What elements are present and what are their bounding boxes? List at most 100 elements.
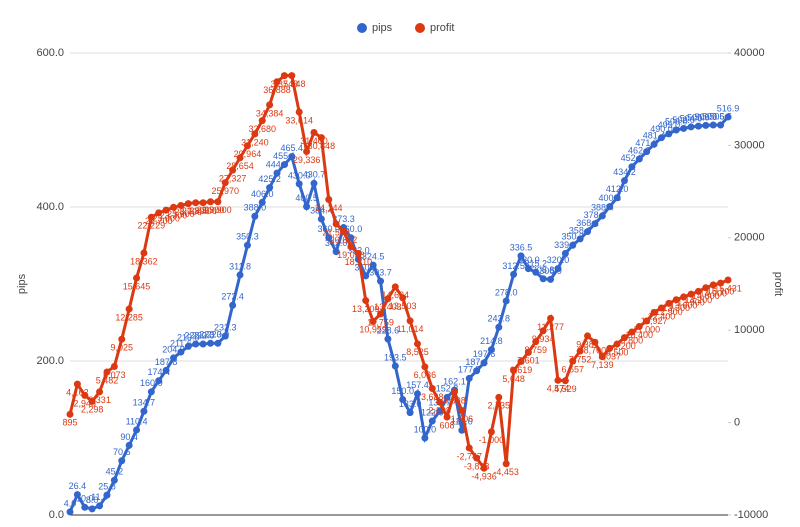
data-label: 9,800 bbox=[621, 335, 644, 345]
data-label: -1,000 bbox=[479, 435, 505, 445]
data-label: 14,200 bbox=[685, 295, 713, 305]
data-point bbox=[303, 148, 311, 156]
data-label: 6,619 bbox=[510, 365, 533, 375]
data-label: 13,503 bbox=[389, 301, 417, 311]
data-point bbox=[280, 72, 288, 80]
data-label: 430.7 bbox=[303, 170, 326, 180]
data-label: 174.4 bbox=[147, 367, 170, 377]
data-point bbox=[391, 362, 399, 370]
data-point bbox=[317, 215, 325, 223]
data-point bbox=[495, 323, 503, 331]
data-point bbox=[554, 265, 562, 273]
data-label: 157.4 bbox=[406, 380, 429, 390]
data-point bbox=[266, 101, 274, 109]
data-label: 70.5 bbox=[113, 447, 131, 457]
data-point bbox=[665, 130, 673, 138]
data-point bbox=[436, 407, 444, 415]
data-label: 462.3 bbox=[628, 145, 651, 155]
data-point bbox=[510, 366, 518, 374]
data-label: 350.3 bbox=[561, 232, 584, 242]
data-point bbox=[214, 198, 222, 206]
data-label: 4,162 bbox=[66, 388, 89, 398]
data-label: 13,900 bbox=[677, 298, 705, 308]
data-point bbox=[170, 203, 178, 211]
data-point bbox=[88, 505, 96, 513]
data-label: 23,900 bbox=[204, 205, 232, 215]
data-point bbox=[310, 128, 318, 136]
data-point bbox=[81, 503, 89, 511]
data-point bbox=[450, 388, 458, 396]
data-point bbox=[221, 332, 229, 340]
data-label: 22,700 bbox=[145, 216, 173, 226]
data-label: 358.6 bbox=[569, 225, 592, 235]
data-point bbox=[694, 287, 702, 295]
data-point bbox=[598, 353, 606, 361]
data-point bbox=[680, 293, 688, 301]
data-label: 384.4 bbox=[310, 205, 333, 215]
data-point bbox=[547, 314, 555, 322]
data-label: 310.5 bbox=[354, 262, 377, 272]
data-point bbox=[266, 184, 274, 192]
data-point bbox=[317, 134, 325, 142]
data-point bbox=[377, 310, 385, 318]
data-point bbox=[657, 304, 665, 312]
data-point bbox=[709, 281, 717, 289]
data-label: 5,648 bbox=[502, 374, 525, 384]
data-point bbox=[620, 334, 628, 342]
data-label: 14,600 bbox=[692, 291, 720, 301]
data-label: 187.3 bbox=[465, 357, 488, 367]
y-tick-label: 200.0 bbox=[36, 355, 64, 367]
data-point bbox=[421, 363, 429, 371]
data-point bbox=[199, 340, 207, 348]
data-label: 28,654 bbox=[226, 161, 254, 171]
data-label: 14,900 bbox=[699, 288, 727, 298]
data-label: 3,331 bbox=[88, 395, 111, 405]
data-label: 8,759 bbox=[525, 345, 548, 355]
data-point bbox=[310, 179, 318, 187]
data-point bbox=[694, 122, 702, 130]
data-point bbox=[103, 491, 111, 499]
y-tick-label: 400.0 bbox=[36, 201, 64, 213]
data-label: 2,948 bbox=[74, 399, 97, 409]
data-label: 37,548 bbox=[278, 79, 306, 89]
data-label: 228.6 bbox=[377, 325, 400, 335]
data-point bbox=[354, 249, 362, 257]
data-point bbox=[702, 121, 710, 129]
data-label: 311.8 bbox=[229, 261, 251, 271]
data-point bbox=[236, 271, 244, 279]
data-label: 506.5 bbox=[702, 111, 725, 121]
data-label: 14,694 bbox=[382, 290, 410, 300]
data-point bbox=[118, 335, 126, 343]
data-label: 152.8 bbox=[436, 384, 459, 394]
data-point bbox=[606, 344, 614, 352]
data-label: -4,453 bbox=[493, 467, 519, 477]
data-label: 4,574 bbox=[547, 384, 570, 394]
data-label: 8,037 bbox=[598, 352, 621, 362]
data-point bbox=[229, 166, 237, 174]
data-point bbox=[510, 270, 518, 278]
data-point bbox=[369, 261, 377, 269]
data-label: 368.1 bbox=[576, 218, 599, 228]
data-point bbox=[140, 249, 148, 257]
data-label: 110.4 bbox=[126, 416, 148, 426]
data-point bbox=[125, 305, 133, 313]
data-point bbox=[672, 296, 680, 304]
data-point bbox=[399, 396, 407, 403]
data-label: 193.5 bbox=[384, 352, 407, 362]
data-point bbox=[561, 377, 569, 385]
data-label: 336.5 bbox=[510, 242, 533, 252]
data-point bbox=[391, 283, 399, 291]
data-label: 36,888 bbox=[263, 85, 291, 95]
data-point bbox=[650, 140, 658, 148]
data-label: 100.0 bbox=[414, 424, 437, 434]
data-label: 360.0 bbox=[340, 224, 363, 234]
data-label: 4,529 bbox=[554, 384, 577, 394]
data-label: 31,240 bbox=[241, 137, 269, 147]
data-point bbox=[709, 121, 717, 129]
data-point bbox=[643, 317, 651, 325]
data-point bbox=[251, 212, 259, 220]
data-point bbox=[487, 346, 495, 354]
data-point bbox=[576, 347, 584, 355]
data-label: 11,927 bbox=[641, 316, 668, 326]
data-label: 25.8 bbox=[98, 482, 116, 492]
